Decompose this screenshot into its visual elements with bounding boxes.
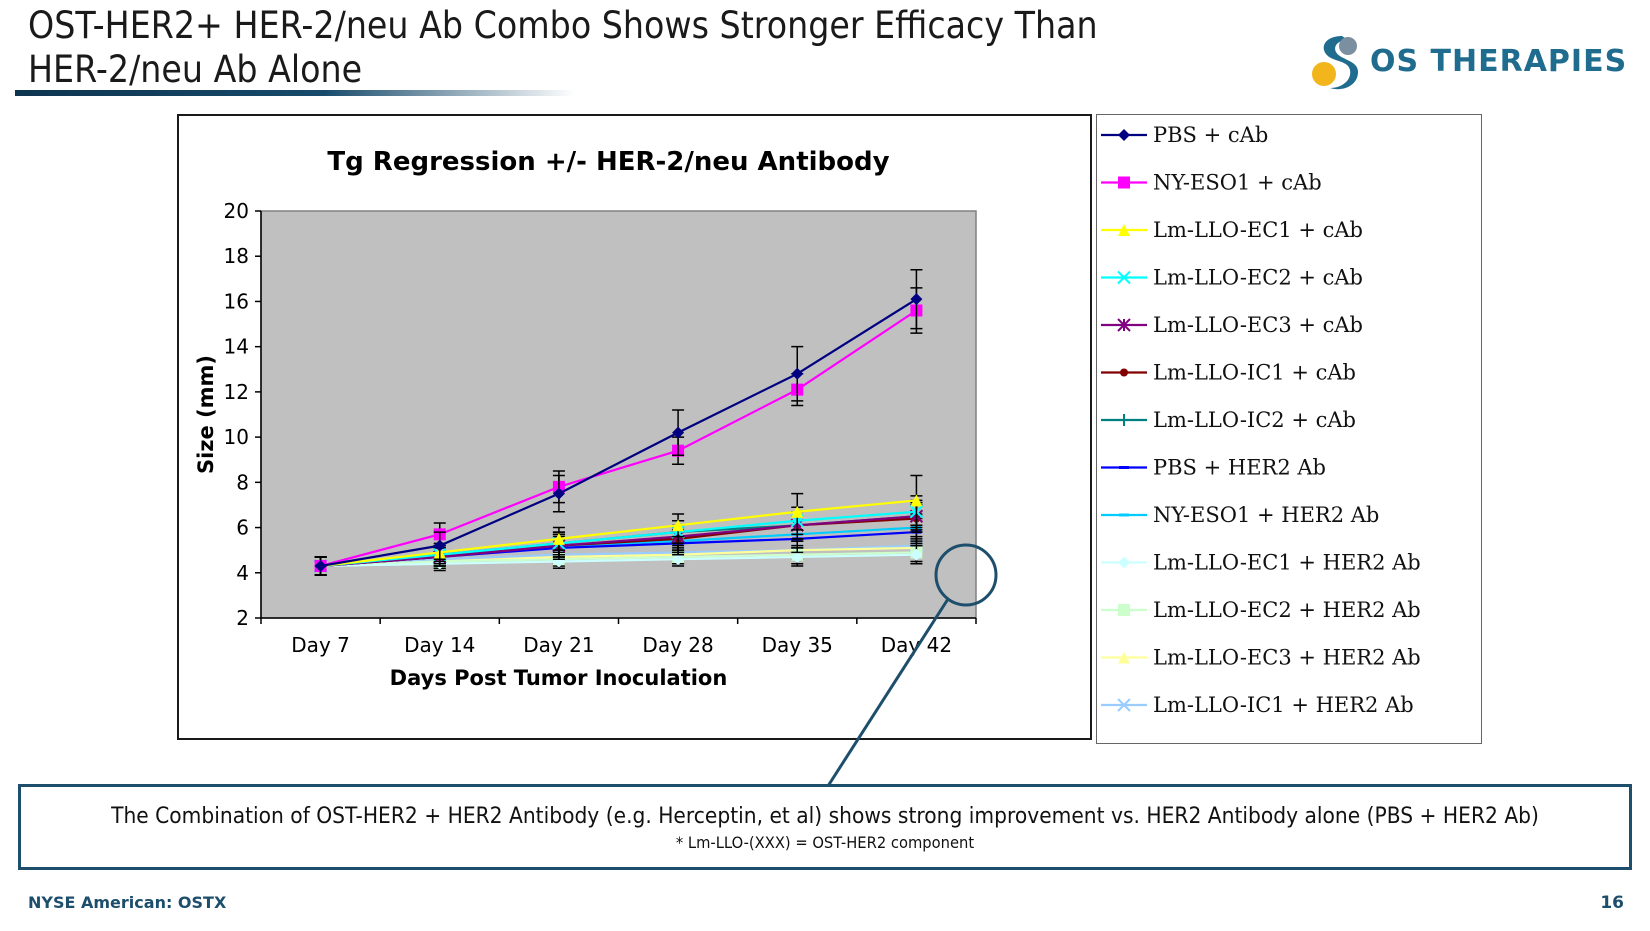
logo-mark-icon	[1312, 36, 1358, 90]
legend-label: Lm-LLO-EC1 + HER2 Ab	[1153, 551, 1421, 575]
data-point	[672, 553, 685, 566]
legend-marker	[1118, 129, 1130, 141]
legend-marker	[1118, 414, 1130, 426]
series-line	[320, 553, 917, 568]
y-tick-label: 12	[224, 380, 249, 404]
x-tick-label: Day 14	[404, 633, 475, 657]
callout-box: The Combination of OST-HER2 + HER2 Antib…	[18, 784, 1632, 870]
data-point	[791, 550, 804, 563]
legend-item: Lm-LLO-IC1 + cAb	[1101, 361, 1356, 385]
legend-label: NY-ESO1 + HER2 Ab	[1153, 503, 1379, 527]
legend-item: NY-ESO1 + HER2 Ab	[1101, 503, 1379, 527]
legend-label: Lm-LLO-EC1 + cAb	[1153, 218, 1363, 242]
legend-item: Lm-LLO-EC1 + HER2 Ab	[1101, 551, 1421, 575]
callout-footnote: * Lm-LLO-(XXX) = OST-HER2 component	[675, 833, 975, 852]
title-underline	[15, 90, 575, 96]
y-tick-label: 16	[224, 289, 249, 313]
series-group	[314, 269, 923, 576]
y-tick-label: 4	[236, 561, 249, 585]
chart-panel: Tg Regression +/- HER-2/neu Antibody 2 4 6 8…	[177, 114, 1092, 740]
legend-item: NY-ESO1 + cAb	[1101, 171, 1322, 195]
data-point	[552, 487, 565, 500]
x-axis-label: Days Post Tumor Inoculation	[390, 666, 728, 690]
x-tick-label: Day 42	[881, 633, 952, 657]
x-tick-label: Day 28	[642, 633, 713, 657]
legend-label: Lm-LLO-EC3 + cAb	[1153, 313, 1363, 337]
y-tick-label: 18	[224, 244, 249, 268]
legend-marker	[1118, 556, 1130, 569]
series-line	[320, 510, 917, 568]
legend-item: Lm-LLO-IC2 + cAb	[1101, 408, 1356, 432]
y-tick-label: 14	[224, 335, 249, 359]
legend-marker	[1117, 270, 1131, 285]
series-line	[320, 499, 917, 568]
legend-marker	[1118, 651, 1130, 664]
x-tick-label: Day 35	[762, 633, 833, 657]
legend-item: Lm-LLO-EC3 + HER2 Ab	[1101, 646, 1421, 670]
series-line	[320, 298, 918, 568]
legend-label: PBS + cAb	[1153, 123, 1268, 147]
y-tick-label: 8	[236, 470, 249, 494]
page-number: 16	[1600, 893, 1624, 913]
callout-main-text: The Combination of OST-HER2 + HER2 Antib…	[111, 804, 1539, 829]
y-tick-label: 2	[236, 606, 249, 630]
company-logo: OS THERAPIES	[1308, 32, 1626, 96]
legend-label: Lm-LLO-IC2 + cAb	[1153, 408, 1356, 432]
y-tick-label: 10	[224, 425, 249, 449]
legend-entries: PBS + cAb NY-ESO1 + cAb Lm-LLO-EC1 + cAb Lm…	[1101, 123, 1421, 717]
legend-label: Lm-LLO-EC3 + HER2 Ab	[1153, 646, 1421, 670]
data-point	[314, 559, 327, 572]
series-line	[320, 515, 917, 568]
data-point	[672, 426, 685, 439]
data-point	[910, 494, 923, 507]
data-point	[672, 519, 685, 532]
line-chart: Tg Regression +/- HER-2/neu Antibody 2 4 6 8…	[194, 147, 977, 690]
legend-label: NY-ESO1 + cAb	[1153, 171, 1322, 195]
data-point	[791, 505, 804, 518]
legend-item: Lm-LLO-EC3 + cAb	[1101, 313, 1363, 337]
legend-item: PBS + cAb	[1101, 123, 1268, 147]
legend-item: Lm-LLO-EC2 + cAb	[1101, 266, 1363, 290]
legend-item: Lm-LLO-IC1 + HER2 Ab	[1101, 693, 1414, 717]
legend-item: Lm-LLO-EC1 + cAb	[1101, 218, 1363, 242]
data-point	[791, 367, 804, 380]
y-axis-label: Size (mm)	[194, 355, 218, 474]
chart-title: Tg Regression +/- HER-2/neu Antibody	[327, 147, 889, 177]
x-tick-label: Day 7	[291, 633, 350, 657]
legend-label: Lm-LLO-EC2 + HER2 Ab	[1153, 598, 1421, 622]
footer-ticker: NYSE American: OSTX	[28, 893, 227, 912]
series-line	[320, 551, 917, 568]
chart-legend: PBS + cAb NY-ESO1 + cAb Lm-LLO-EC1 + cAb Lm…	[1096, 114, 1482, 744]
slide-title: OST-HER2+ HER-2/neu Ab Combo Shows Stron…	[28, 4, 1098, 91]
data-point	[910, 293, 923, 306]
legend-label: PBS + HER2 Ab	[1153, 456, 1326, 480]
legend-marker	[1117, 698, 1131, 712]
y-tick-label: 20	[224, 199, 249, 223]
logo-text: OS THERAPIES	[1370, 44, 1628, 79]
data-point	[433, 539, 446, 552]
legend-marker	[1117, 318, 1131, 332]
legend-marker	[1118, 176, 1130, 189]
series-line	[320, 309, 918, 568]
y-tick-label: 6	[236, 516, 249, 540]
legend-item: PBS + HER2 Ab	[1101, 456, 1326, 480]
legend-marker	[1120, 368, 1128, 377]
legend-marker	[1118, 224, 1130, 236]
legend-marker	[1118, 604, 1130, 616]
legend-label: Lm-LLO-EC2 + cAb	[1153, 266, 1363, 290]
legend-label: Lm-LLO-IC1 + cAb	[1153, 361, 1356, 385]
x-tick-label: Day 21	[523, 633, 594, 657]
data-point	[910, 548, 923, 561]
legend-label: Lm-LLO-IC1 + HER2 Ab	[1153, 693, 1414, 717]
legend-item: Lm-LLO-EC2 + HER2 Ab	[1101, 598, 1421, 622]
data-point	[552, 532, 565, 545]
